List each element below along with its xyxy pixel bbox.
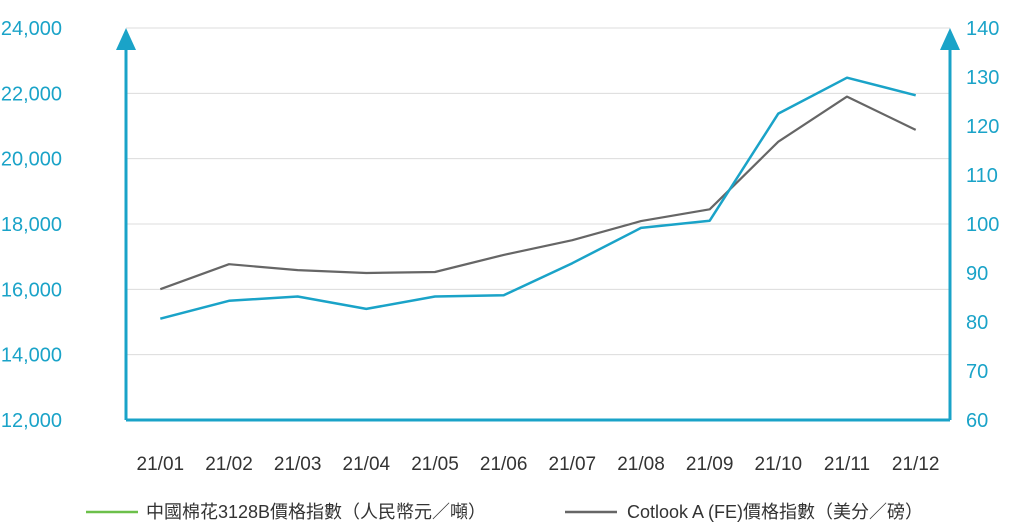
right-tick-label: 130 xyxy=(966,67,999,89)
gridlines xyxy=(126,27,950,356)
x-tick-label: 21/07 xyxy=(549,454,597,475)
x-tick-label: 21/12 xyxy=(892,454,940,475)
left-tick-label: 22,000 xyxy=(1,83,62,105)
right-tick-label: 70 xyxy=(966,361,988,383)
legend: 中國棉花3128B價格指數（人民幣元／噸） Cotlook A (FE)價格指數（… xyxy=(86,502,923,522)
legend-label-2: Cotlook A (FE)價格指數（美分／磅） xyxy=(627,502,923,522)
x-tick-label: 21/09 xyxy=(686,454,734,475)
series-line-1 xyxy=(159,76,917,320)
x-tick-label: 21/03 xyxy=(274,454,322,475)
series-lines xyxy=(159,76,917,320)
right-tick-label: 140 xyxy=(966,18,999,40)
left-axis-ticks: 12,000 14,000 16,000 18,000 20,000 22,000 24,0… xyxy=(1,18,62,432)
x-tick-label: 21/05 xyxy=(411,454,459,475)
left-tick-label: 14,000 xyxy=(1,345,62,367)
left-axis-arrow xyxy=(116,28,136,50)
right-axis-arrow xyxy=(940,28,960,50)
x-tick-label: 21/04 xyxy=(343,454,391,475)
x-axis-ticks: 21/01 21/02 21/03 21/04 21/05 21/06 21/07 21/08… xyxy=(137,454,940,475)
legend-label-1: 中國棉花3128B價格指數（人民幣元／噸） xyxy=(146,502,486,522)
axes xyxy=(116,28,960,422)
left-tick-label: 24,000 xyxy=(1,18,62,40)
x-tick-label: 21/10 xyxy=(755,454,803,475)
left-tick-label: 18,000 xyxy=(1,214,62,236)
right-tick-label: 80 xyxy=(966,312,988,334)
left-tick-label: 12,000 xyxy=(1,410,62,432)
right-tick-label: 90 xyxy=(966,263,988,285)
x-tick-label: 21/01 xyxy=(137,454,185,475)
x-tick-label: 21/11 xyxy=(824,454,870,475)
x-tick-label: 21/02 xyxy=(205,454,253,475)
series-line-2 xyxy=(159,95,917,291)
x-tick-label: 21/06 xyxy=(480,454,528,475)
x-tick-label: 21/08 xyxy=(617,454,665,475)
right-tick-label: 60 xyxy=(966,410,988,432)
left-tick-label: 20,000 xyxy=(1,149,62,171)
right-tick-label: 120 xyxy=(966,116,999,138)
right-tick-label: 110 xyxy=(966,165,998,187)
left-tick-label: 16,000 xyxy=(1,279,62,301)
right-axis-ticks: 60 70 80 90 100 110 120 130 140 xyxy=(966,18,999,432)
right-tick-label: 100 xyxy=(966,214,999,236)
